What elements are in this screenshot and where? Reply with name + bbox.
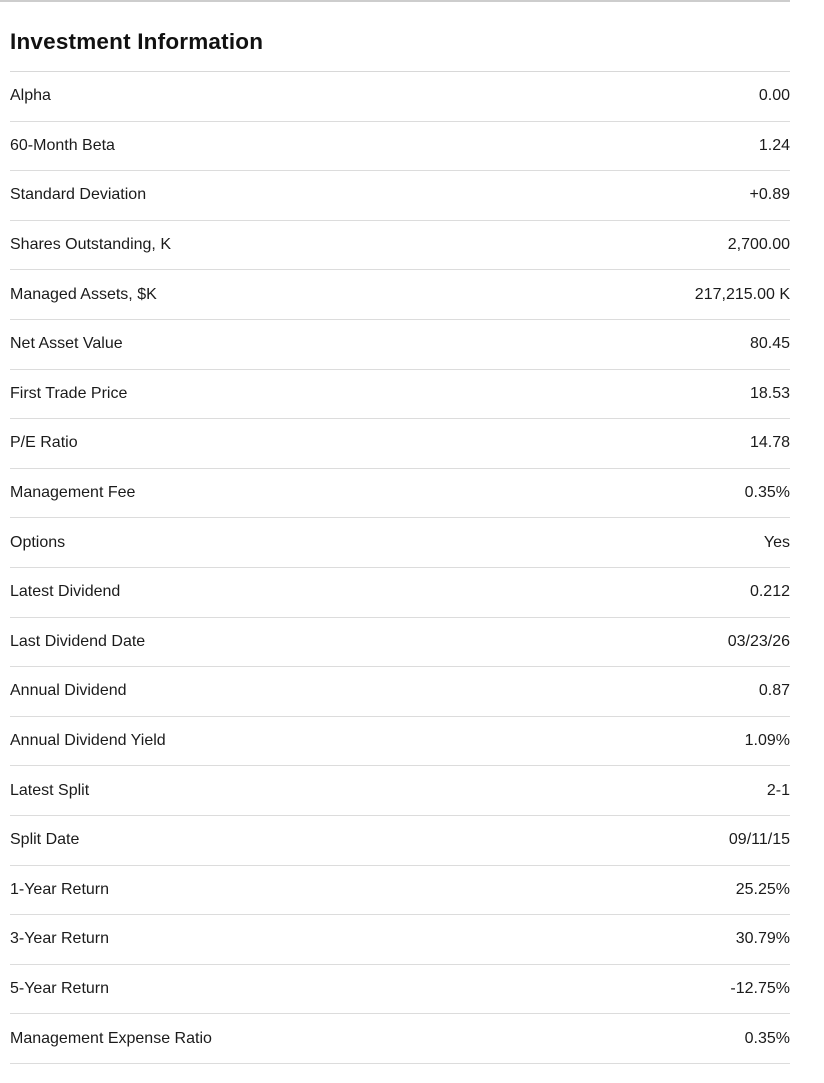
top-divider — [0, 0, 790, 2]
row-value: 2,700.00 — [727, 236, 790, 254]
table-row: Management Expense Ratio 0.35% — [10, 1014, 790, 1064]
investment-table: Alpha 0.00 60-Month Beta 1.24 Standard D… — [10, 72, 790, 1064]
table-row: Standard Deviation +0.89 — [10, 171, 790, 221]
row-label: Annual Dividend Yield — [10, 732, 166, 750]
row-label: Split Date — [10, 831, 80, 849]
row-value: 14.78 — [749, 434, 790, 452]
row-label: Net Asset Value — [10, 335, 123, 353]
table-row: Shares Outstanding, K 2,700.00 — [10, 221, 790, 271]
row-value: 0.212 — [749, 583, 790, 601]
table-row: 3-Year Return 30.79% — [10, 915, 790, 965]
row-value: 2-1 — [766, 781, 790, 799]
table-row: First Trade Price 18.53 — [10, 370, 790, 420]
row-label: Managed Assets, $K — [10, 285, 157, 303]
row-label: 3-Year Return — [10, 930, 110, 948]
table-row: Net Asset Value 80.45 — [10, 320, 790, 370]
row-label: Standard Deviation — [10, 186, 147, 204]
row-label: Annual Dividend — [10, 682, 127, 700]
table-row: Last Dividend Date 03/23/26 — [10, 618, 790, 668]
table-row: Annual Dividend Yield 1.09% — [10, 717, 790, 767]
table-row: Annual Dividend 0.87 — [10, 667, 790, 717]
row-label: Management Fee — [10, 484, 136, 502]
row-label: Latest Split — [10, 781, 90, 799]
row-label: Shares Outstanding, K — [10, 236, 171, 254]
row-label: First Trade Price — [10, 384, 128, 402]
table-row: 60-Month Beta 1.24 — [10, 122, 790, 172]
row-label: Options — [10, 533, 66, 551]
row-value: 0.35% — [744, 484, 790, 502]
row-label: 1-Year Return — [10, 880, 110, 898]
row-label: Alpha — [10, 87, 51, 105]
row-value: 80.45 — [749, 335, 790, 353]
section-header: Investment Information — [10, 2, 790, 72]
row-value: -12.75% — [730, 979, 790, 997]
row-label: Latest Dividend — [10, 583, 121, 601]
row-value: 09/11/15 — [728, 831, 790, 849]
table-row: Split Date 09/11/15 — [10, 816, 790, 866]
table-row: Alpha 0.00 — [10, 72, 790, 122]
row-value: 1.09% — [744, 732, 790, 750]
table-row: Managed Assets, $K 217,215.00 K — [10, 270, 790, 320]
row-label: 5-Year Return — [10, 979, 110, 997]
row-label: P/E Ratio — [10, 434, 78, 452]
table-row: Latest Dividend 0.212 — [10, 568, 790, 618]
row-value: 1.24 — [758, 136, 790, 154]
row-label: Management Expense Ratio — [10, 1029, 212, 1047]
table-row: Latest Split 2-1 — [10, 766, 790, 816]
table-row: Options Yes — [10, 518, 790, 568]
table-row: 5-Year Return -12.75% — [10, 965, 790, 1015]
row-value: 0.35% — [744, 1029, 790, 1047]
row-value: 0.87 — [758, 682, 790, 700]
row-label: Last Dividend Date — [10, 632, 146, 650]
row-value: 18.53 — [749, 384, 790, 402]
table-row: Management Fee 0.35% — [10, 469, 790, 519]
page-title: Investment Information — [10, 29, 264, 54]
table-row: 1-Year Return 25.25% — [10, 866, 790, 916]
row-value: Yes — [763, 533, 790, 551]
row-value: 217,215.00 K — [694, 285, 790, 303]
row-value: 30.79% — [735, 930, 790, 948]
row-value: 25.25% — [735, 880, 790, 898]
row-value: +0.89 — [749, 186, 790, 204]
table-row: P/E Ratio 14.78 — [10, 419, 790, 469]
row-value: 03/23/26 — [727, 632, 790, 650]
row-value: 0.00 — [758, 87, 790, 105]
row-label: 60-Month Beta — [10, 136, 115, 154]
section-content: Investment Information Alpha 0.00 60-Mon… — [10, 2, 790, 1064]
